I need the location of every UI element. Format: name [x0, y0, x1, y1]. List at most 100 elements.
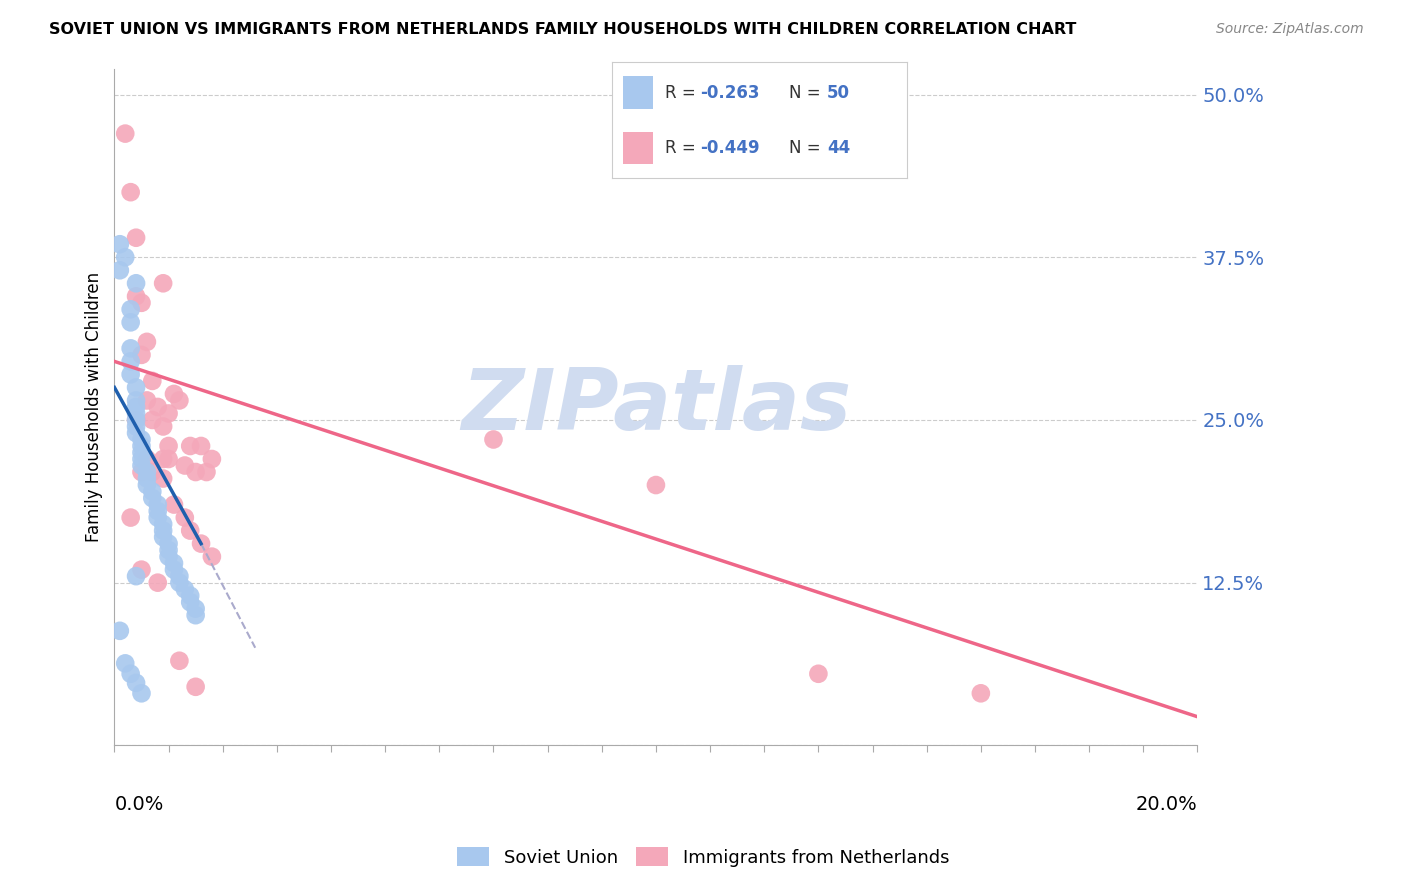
- Point: [970, 686, 993, 700]
- Point: [141, 374, 163, 388]
- Point: [201, 452, 224, 467]
- Point: [184, 601, 207, 615]
- Point: [146, 510, 169, 524]
- Text: 50: 50: [827, 84, 851, 102]
- Point: [120, 342, 142, 356]
- Point: [120, 510, 142, 524]
- Point: [163, 498, 186, 512]
- Point: [146, 504, 169, 518]
- Point: [152, 524, 174, 538]
- Legend: Soviet Union, Immigrants from Netherlands: Soviet Union, Immigrants from Netherland…: [450, 840, 956, 874]
- Point: [169, 393, 191, 408]
- Point: [125, 676, 148, 690]
- Point: [163, 556, 186, 570]
- Text: 20.0%: 20.0%: [1136, 795, 1198, 814]
- Point: [108, 237, 131, 252]
- Point: [179, 439, 201, 453]
- Point: [157, 452, 180, 467]
- Point: [135, 465, 157, 479]
- Text: N =: N =: [789, 139, 825, 157]
- Point: [131, 686, 153, 700]
- Point: [135, 478, 157, 492]
- Point: [152, 471, 174, 485]
- Point: [146, 498, 169, 512]
- Text: 0.0%: 0.0%: [114, 795, 163, 814]
- Point: [184, 465, 207, 479]
- Point: [120, 185, 142, 199]
- Point: [125, 231, 148, 245]
- Point: [152, 419, 174, 434]
- Point: [163, 563, 186, 577]
- Point: [125, 569, 148, 583]
- Point: [114, 250, 136, 264]
- Point: [120, 315, 142, 329]
- Point: [135, 471, 157, 485]
- Point: [807, 666, 830, 681]
- Point: [179, 524, 201, 538]
- Text: 44: 44: [827, 139, 851, 157]
- Point: [152, 277, 174, 291]
- Point: [190, 536, 212, 550]
- Point: [141, 465, 163, 479]
- Point: [152, 530, 174, 544]
- Point: [125, 425, 148, 440]
- Point: [114, 657, 136, 671]
- Point: [157, 439, 180, 453]
- Point: [125, 277, 148, 291]
- Point: [131, 439, 153, 453]
- Point: [108, 624, 131, 638]
- Point: [125, 413, 148, 427]
- Point: [157, 536, 180, 550]
- Point: [169, 575, 191, 590]
- Point: [114, 127, 136, 141]
- Point: [135, 334, 157, 349]
- Point: [125, 400, 148, 414]
- Point: [141, 491, 163, 505]
- Point: [184, 680, 207, 694]
- Bar: [623, 77, 652, 109]
- Point: [135, 452, 157, 467]
- Text: SOVIET UNION VS IMMIGRANTS FROM NETHERLANDS FAMILY HOUSEHOLDS WITH CHILDREN CORR: SOVIET UNION VS IMMIGRANTS FROM NETHERLA…: [49, 22, 1077, 37]
- Point: [120, 302, 142, 317]
- Point: [141, 413, 163, 427]
- Point: [201, 549, 224, 564]
- Text: R =: R =: [665, 139, 700, 157]
- Point: [131, 433, 153, 447]
- Point: [108, 263, 131, 277]
- Point: [173, 510, 195, 524]
- Point: [157, 407, 180, 421]
- Point: [125, 289, 148, 303]
- Point: [179, 595, 201, 609]
- Point: [482, 433, 505, 447]
- Point: [169, 654, 191, 668]
- Point: [131, 563, 153, 577]
- Point: [146, 400, 169, 414]
- Text: -0.449: -0.449: [700, 139, 759, 157]
- Point: [157, 543, 180, 558]
- Point: [173, 458, 195, 473]
- Point: [125, 393, 148, 408]
- Point: [131, 348, 153, 362]
- Text: Source: ZipAtlas.com: Source: ZipAtlas.com: [1216, 22, 1364, 37]
- Text: N =: N =: [789, 84, 825, 102]
- Text: -0.263: -0.263: [700, 84, 759, 102]
- Point: [120, 666, 142, 681]
- Point: [152, 517, 174, 532]
- Point: [152, 452, 174, 467]
- Point: [120, 368, 142, 382]
- Point: [141, 484, 163, 499]
- Point: [125, 413, 148, 427]
- Point: [184, 608, 207, 623]
- Point: [125, 380, 148, 394]
- Point: [179, 589, 201, 603]
- Point: [131, 445, 153, 459]
- Point: [131, 295, 153, 310]
- Point: [169, 569, 191, 583]
- Point: [131, 465, 153, 479]
- Bar: [623, 132, 652, 164]
- Point: [190, 439, 212, 453]
- Text: ZIPatlas: ZIPatlas: [461, 366, 851, 449]
- Y-axis label: Family Households with Children: Family Households with Children: [86, 272, 103, 542]
- Point: [195, 465, 218, 479]
- Text: R =: R =: [665, 84, 700, 102]
